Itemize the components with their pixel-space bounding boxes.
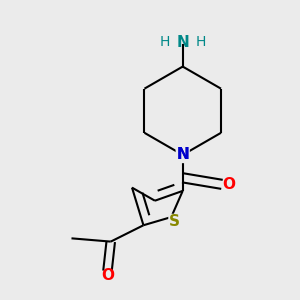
Text: N: N (176, 147, 189, 162)
Text: O: O (101, 268, 114, 284)
Text: N: N (176, 34, 189, 50)
Text: H: H (196, 35, 206, 49)
Text: H: H (160, 35, 170, 49)
Text: O: O (222, 177, 235, 192)
Text: N: N (176, 147, 189, 162)
Text: S: S (169, 214, 180, 230)
